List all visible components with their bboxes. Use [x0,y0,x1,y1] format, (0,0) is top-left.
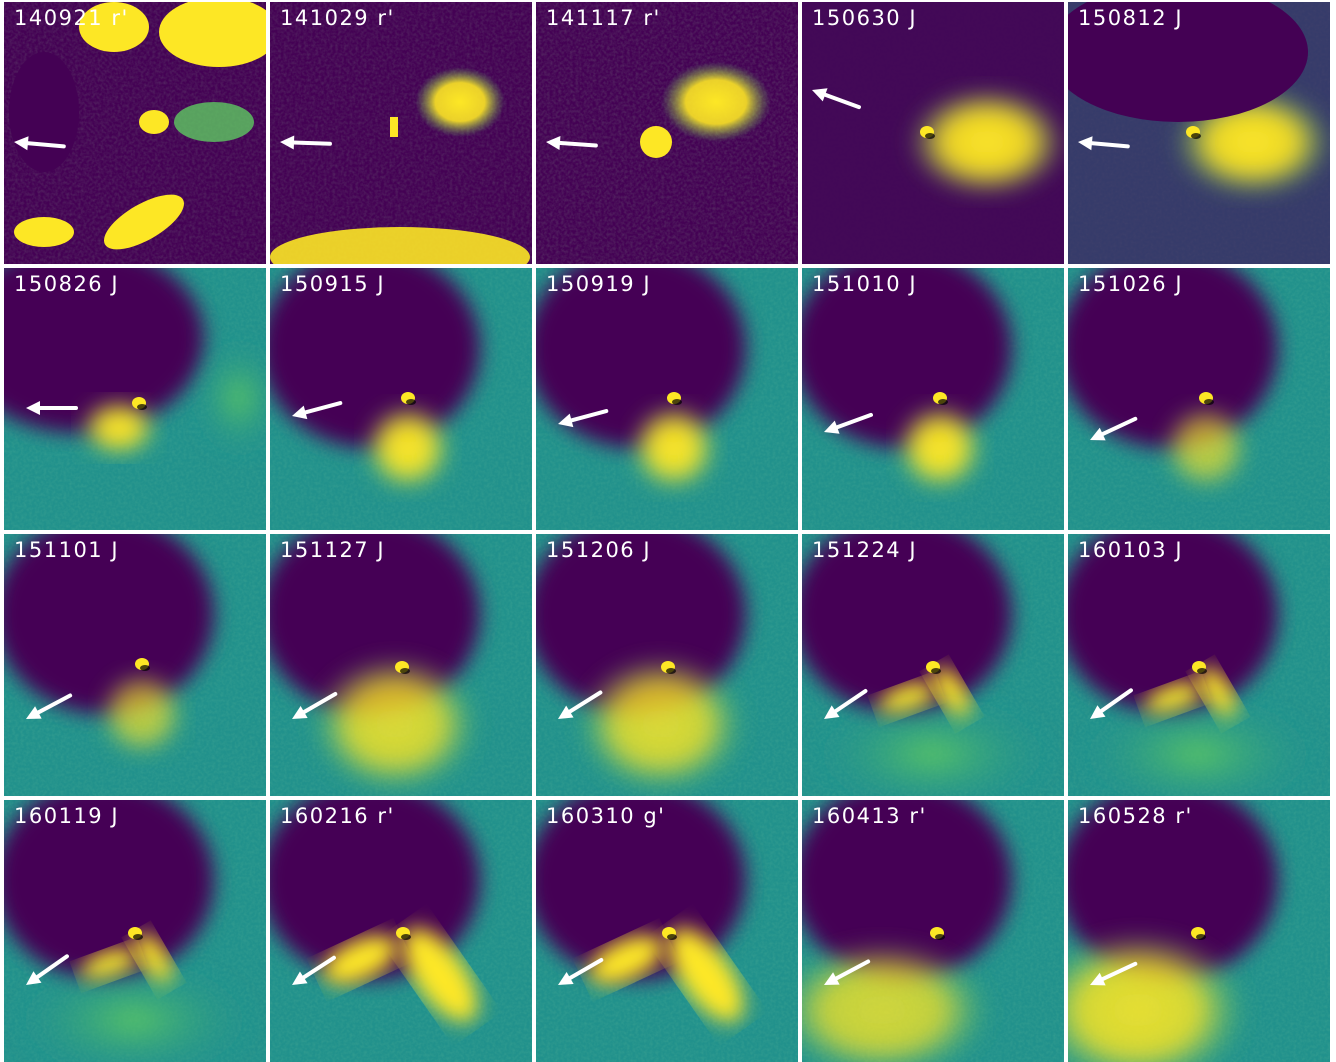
direction-arrow-icon [292,401,343,420]
panel-label: 150915 J [280,272,386,296]
image-panel: 151206 J [536,534,798,796]
direction-arrow-icon [824,689,868,719]
image-panel: 160528 r' [1068,800,1330,1062]
comet-image [802,534,1064,796]
image-panel: 151127 J [270,534,532,796]
comet-image [1068,800,1330,1062]
direction-arrow-icon [824,412,873,434]
direction-arrow-icon [14,136,66,151]
direction-arrow-icon [292,955,336,985]
comet-image [270,268,532,530]
direction-arrow-icon [1078,136,1130,151]
comet-image [270,800,532,1062]
image-panel: 150919 J [536,268,798,530]
direction-arrow-icon [26,954,69,985]
image-panel: 160413 r' [802,800,1064,1062]
panel-label: 141117 r' [546,6,661,30]
image-panel: 160310 g' [536,800,798,1062]
panel-label: 151127 J [280,538,386,562]
image-panel: 160216 r' [270,800,532,1062]
comet-image [536,268,798,530]
panel-label: 151101 J [14,538,120,562]
image-panel: 140921 r' [4,2,266,264]
direction-arrow-icon [558,409,609,428]
image-panel: 151010 J [802,268,1064,530]
image-panel: 141029 r' [270,2,532,264]
comet-image [270,2,532,264]
image-panel: 141117 r' [536,2,798,264]
direction-arrow-icon [26,401,78,415]
comet-image [536,534,798,796]
image-panel: 150915 J [270,268,532,530]
panel-label: 150919 J [546,272,652,296]
comet-image [802,2,1064,264]
panel-label: 160413 r' [812,804,927,828]
image-panel: 151026 J [1068,268,1330,530]
image-panel: 150812 J [1068,2,1330,264]
panel-label: 150630 J [812,6,918,30]
comet-image [4,2,266,264]
panel-label: 150826 J [14,272,120,296]
panel-label: 160216 r' [280,804,395,828]
image-panel: 160119 J [4,800,266,1062]
panel-label: 151206 J [546,538,652,562]
direction-arrow-icon [558,690,603,719]
comet-image [536,2,798,264]
panel-label: 141029 r' [280,6,395,30]
direction-arrow-icon [812,88,861,110]
direction-arrow-icon [546,135,598,150]
comet-image [802,268,1064,530]
direction-arrow-icon [824,959,871,985]
image-panel: 150826 J [4,268,266,530]
comet-image [1068,268,1330,530]
direction-arrow-icon [1090,961,1138,986]
direction-arrow-icon [26,693,73,719]
image-panel: 160103 J [1068,534,1330,796]
panel-label: 151026 J [1078,272,1184,296]
image-panel: 150630 J [802,2,1064,264]
direction-arrow-icon [1090,688,1133,719]
image-panel: 151101 J [4,534,266,796]
panel-label: 160528 r' [1078,804,1193,828]
direction-arrow-icon [558,958,604,985]
panel-label: 160119 J [14,804,120,828]
direction-arrow-icon [292,692,338,719]
comet-image [4,534,266,796]
image-panel: 151224 J [802,534,1064,796]
direction-arrow-icon [1090,416,1138,441]
panel-label: 151010 J [812,272,918,296]
panel-label: 140921 r' [14,6,129,30]
panel-label: 160103 J [1078,538,1184,562]
comet-image [1068,2,1330,264]
comet-image [1068,534,1330,796]
comet-image [4,268,266,530]
panel-label: 150812 J [1078,6,1184,30]
panel-label: 151224 J [812,538,918,562]
comet-image [270,534,532,796]
panel-label: 160310 g' [546,804,666,828]
comet-image [4,800,266,1062]
direction-arrow-icon [280,135,332,150]
comet-image [536,800,798,1062]
